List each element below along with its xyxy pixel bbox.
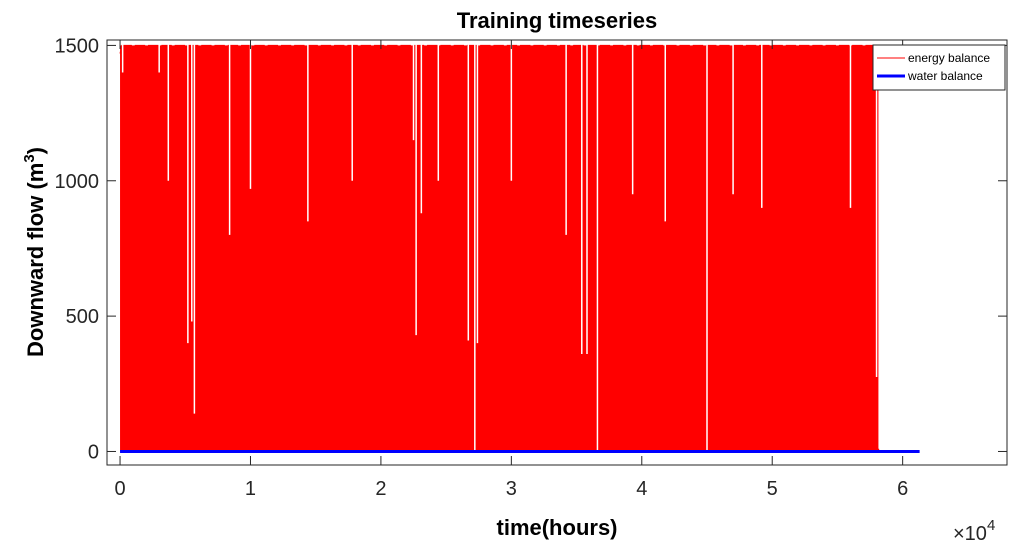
x-tick-label: 3 (506, 478, 517, 500)
chart-title: Training timeseries (457, 8, 658, 33)
legend: energy balance water balance (872, 44, 1006, 91)
y-axis-label-suffix: ) (23, 147, 48, 154)
legend-water-balance-label: water balance (907, 69, 983, 83)
x-tick-label: 1 (245, 478, 256, 500)
y-axis-label-main: Downward flow (m (23, 163, 48, 357)
x-axis-exponent: ×104 (953, 517, 995, 545)
x-tick-label: 5 (767, 478, 778, 500)
energy-balance-line (119, 44, 880, 54)
legend-box (872, 44, 1006, 91)
x-axis-exponent-base: ×10 (953, 523, 987, 545)
y-tick-label: 1500 (55, 35, 100, 57)
y-tick-label: 0 (88, 441, 99, 463)
y-tick-label: 1000 (55, 171, 100, 193)
y-axis-label: Downward flow (m3) (21, 147, 48, 357)
legend-energy-balance-label: energy balance (908, 51, 990, 65)
y-axis-label-superscript: 3 (21, 154, 38, 162)
x-tick-label: 6 (897, 478, 908, 500)
axes-box (106, 39, 1008, 466)
y-axis: 0 500 1000 1500 (55, 35, 1007, 463)
energy-balance-fill (120, 45, 880, 452)
x-tick-label: 2 (375, 478, 386, 500)
y-tick-label: 500 (66, 306, 99, 328)
x-axis: 0 1 2 3 4 5 6 (114, 40, 908, 500)
x-axis-label: time(hours) (497, 515, 618, 540)
energy-balance-series (119, 44, 880, 452)
x-axis-exponent-power: 4 (987, 517, 995, 534)
energy-balance-dips (121, 44, 880, 452)
x-tick-label: 4 (636, 478, 647, 500)
x-tick-label: 0 (114, 478, 125, 500)
